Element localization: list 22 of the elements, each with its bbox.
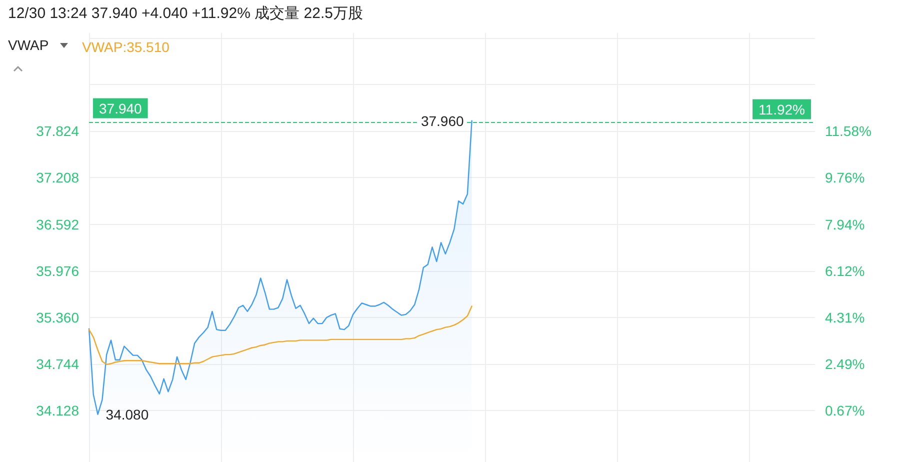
- y2-tick-label: 4.31%: [825, 309, 865, 326]
- y2-tick-label: 11.58%: [825, 122, 872, 139]
- y2-tick-label: 9.76%: [825, 170, 865, 186]
- y-tick-label: 37.208: [36, 170, 80, 186]
- annotation: 37.960: [420, 112, 464, 129]
- y2-tick-label: 7.94%: [825, 216, 865, 232]
- y-tick-label: 37.824: [36, 123, 80, 140]
- ref-line-label: 37.940: [99, 100, 142, 116]
- y-tick-label: 35.976: [36, 262, 80, 279]
- chart-title: 12/30 13:24 37.940 +4.040 +11.92% 成交量 22.5万股: [8, 4, 363, 23]
- y2-tick-label: 0.67%: [825, 402, 865, 419]
- y-tick-label: 34.744: [36, 356, 80, 372]
- y-tick-label: 35.360: [36, 309, 80, 326]
- y-tick-label: 34.128: [36, 402, 80, 419]
- text: VWAP:35.510: [82, 39, 170, 55]
- chart-subtitle: VWAP: [8, 37, 49, 53]
- y-tick-label: 36.592: [36, 216, 80, 232]
- annotation: 11.92%: [758, 101, 805, 118]
- y2-tick-label: 6.12%: [825, 262, 865, 279]
- y2-tick-label: 2.49%: [825, 356, 865, 372]
- annotation: 34.080: [106, 406, 149, 422]
- line-series: [88, 306, 472, 365]
